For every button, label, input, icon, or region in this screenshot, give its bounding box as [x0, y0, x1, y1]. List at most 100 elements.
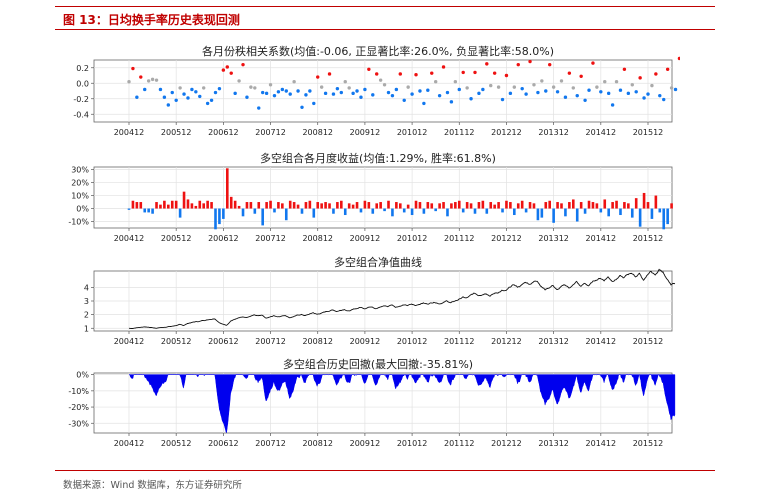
data-bar: [642, 192, 646, 209]
data-bar: [571, 199, 575, 209]
y-tick-label: -30%: [68, 419, 89, 428]
data-bar: [328, 203, 331, 209]
data-point: [606, 91, 611, 96]
data-bar: [241, 208, 245, 217]
data-point: [665, 67, 670, 71]
data-point: [174, 98, 178, 102]
data-point: [422, 101, 426, 106]
data-point: [591, 61, 595, 65]
data-bar: [548, 200, 552, 209]
data-point: [540, 79, 544, 83]
data-bar: [198, 200, 202, 209]
data-point: [610, 103, 615, 107]
data-point: [390, 93, 395, 98]
x-tick-label: 200912: [350, 234, 381, 243]
data-bar: [135, 202, 139, 209]
net-value-line: [129, 268, 676, 329]
data-point: [626, 91, 631, 96]
x-tick-label: 200412: [114, 234, 145, 243]
data-point: [182, 92, 186, 96]
y-tick-label: 0.0: [76, 79, 89, 88]
data-bar: [505, 200, 508, 209]
data-point: [150, 77, 155, 82]
x-tick-label: 200712: [255, 439, 286, 448]
data-point: [544, 89, 548, 93]
y-tick-label: 1: [84, 324, 89, 333]
data-point: [312, 101, 316, 106]
data-bar: [615, 200, 618, 209]
x-tick-label: 201012: [397, 337, 428, 346]
data-point: [630, 83, 634, 87]
x-tick-label: 201312: [538, 128, 569, 137]
x-tick-label: 200712: [255, 337, 286, 346]
data-point: [583, 98, 587, 102]
data-bar: [564, 208, 567, 217]
data-bar: [159, 204, 162, 209]
data-point: [233, 91, 237, 96]
data-point: [264, 91, 269, 96]
data-point: [245, 95, 249, 99]
data-bar: [497, 202, 500, 209]
data-bar: [261, 208, 264, 226]
data-point: [205, 101, 210, 106]
y-tick-label: -0.4: [73, 110, 89, 119]
data-point: [213, 90, 218, 95]
data-point: [394, 87, 399, 92]
drawdown-area-chart: 多空组合历史回撤(最大回撤:-35.81%) 0% -10% -20% -30% 2004…: [68, 357, 676, 448]
data-point: [453, 80, 458, 84]
data-point: [496, 85, 501, 89]
x-tick-label: 200512: [161, 439, 192, 448]
data-point: [190, 87, 194, 92]
data-bar: [281, 203, 284, 209]
data-bar: [139, 202, 143, 209]
data-bar: [288, 200, 292, 209]
data-point: [280, 87, 285, 92]
data-point: [642, 96, 646, 100]
data-bar: [163, 200, 166, 209]
data-point: [646, 92, 650, 96]
data-point: [634, 90, 638, 94]
data-point: [430, 71, 434, 75]
data-bar: [418, 202, 422, 209]
data-bar: [190, 203, 194, 209]
data-bar: [206, 200, 209, 209]
data-bar: [387, 200, 390, 209]
data-point: [532, 83, 536, 87]
top-rule: [55, 6, 715, 7]
data-bar: [457, 200, 461, 209]
x-tick-label: 200812: [302, 128, 333, 137]
data-bar: [127, 208, 131, 210]
x-tick-label: 201212: [491, 439, 522, 448]
data-point: [139, 75, 143, 79]
data-point: [276, 90, 281, 94]
x-tick-label: 201012: [397, 439, 428, 448]
data-bar: [513, 208, 516, 216]
data-point: [579, 74, 583, 78]
data-point: [426, 88, 430, 92]
data-bar: [178, 208, 182, 218]
data-point: [284, 89, 288, 93]
data-bar: [343, 208, 347, 216]
data-bar: [509, 202, 512, 209]
data-bar: [619, 208, 622, 216]
y-tick-label: 4: [84, 283, 89, 292]
data-point: [485, 62, 489, 66]
data-bar: [383, 208, 386, 212]
data-point: [449, 100, 454, 104]
data-bar: [379, 202, 382, 209]
data-bar: [170, 200, 174, 209]
data-point: [587, 88, 591, 92]
data-bar: [167, 204, 170, 209]
y-tick-label: 0%: [76, 371, 89, 380]
y-tick-label: -10%: [68, 387, 89, 396]
data-point: [166, 103, 171, 107]
y-tick-label: 0%: [76, 205, 89, 214]
data-point: [386, 90, 391, 95]
data-point: [504, 73, 509, 78]
data-bar: [670, 203, 673, 209]
data-bar: [143, 208, 147, 213]
x-tick-label: 201312: [538, 439, 569, 448]
data-point: [260, 90, 265, 95]
data-bar: [568, 202, 571, 209]
data-point: [622, 67, 627, 71]
